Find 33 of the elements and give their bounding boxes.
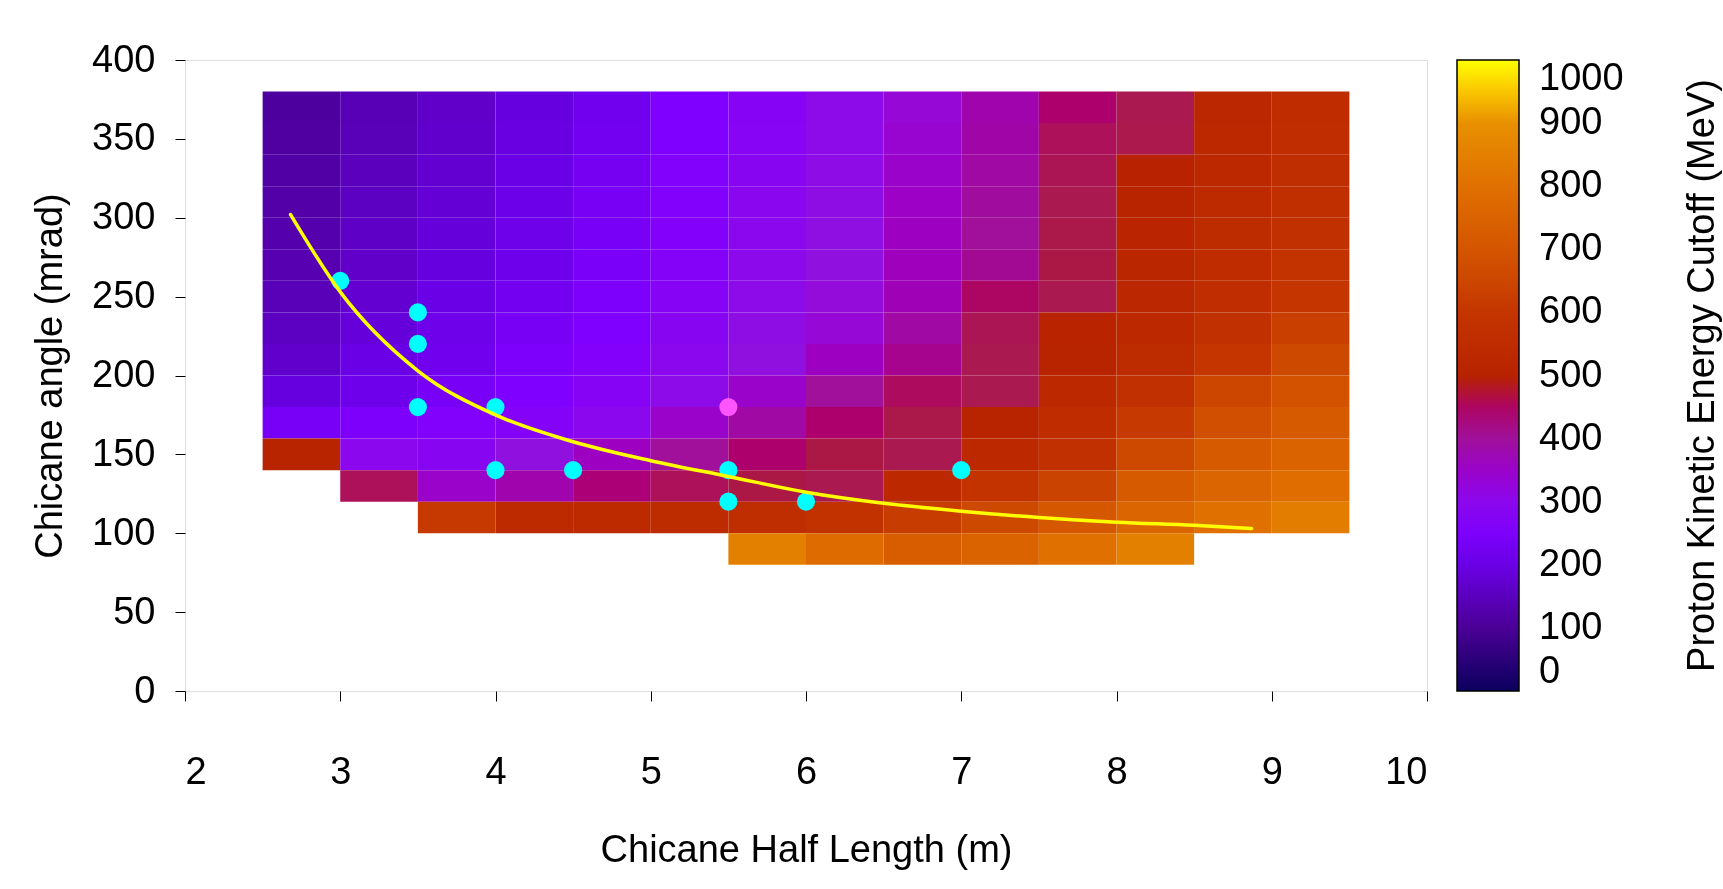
- x-tick-label: 3: [330, 749, 352, 792]
- x-axis-title: Chicane Half Length (m): [600, 827, 1013, 870]
- y-tick-label: 0: [134, 668, 156, 711]
- x-tick-label: 5: [640, 749, 662, 792]
- y-tick-label: 350: [92, 116, 156, 159]
- color-bar-label: 100: [1539, 604, 1603, 647]
- x-tick-label: 8: [1106, 749, 1128, 792]
- color-bar-label: 400: [1539, 415, 1603, 458]
- x-tick-label: 10: [1385, 749, 1428, 792]
- y-tick-label: 100: [92, 510, 156, 553]
- y-tick-label: 150: [92, 431, 156, 474]
- color-bar-label: 300: [1539, 478, 1603, 521]
- y-tick-label: 250: [92, 274, 156, 317]
- y-axis-title: Chicane angle (mrad): [28, 193, 71, 559]
- color-bar-label: 0: [1539, 649, 1561, 691]
- x-tick-label: 2: [185, 749, 207, 792]
- color-bar-label: 1000: [1539, 56, 1624, 98]
- x-tick-label: 7: [951, 749, 973, 792]
- color-bar-label: 200: [1539, 541, 1603, 584]
- color-bar-label: 600: [1539, 289, 1603, 332]
- x-tick-label: 4: [485, 749, 507, 792]
- color-bar-label: 500: [1539, 352, 1603, 395]
- line-series: [288, 212, 1254, 531]
- color-bar-label: 900: [1539, 100, 1603, 143]
- x-tick-label: 6: [795, 749, 818, 792]
- y-tick-label: 400: [92, 37, 156, 80]
- y-tick-label: 50: [113, 589, 156, 632]
- y-tick-label: 300: [92, 195, 156, 238]
- y-tick-label: 200: [92, 353, 156, 395]
- color-bar-label: 700: [1539, 226, 1603, 269]
- color-bar-title: Proton Kinetic Energy Cutoff (MeV): [1680, 79, 1722, 672]
- color-bar-label: 800: [1539, 163, 1603, 206]
- x-tick-label: 9: [1261, 749, 1283, 792]
